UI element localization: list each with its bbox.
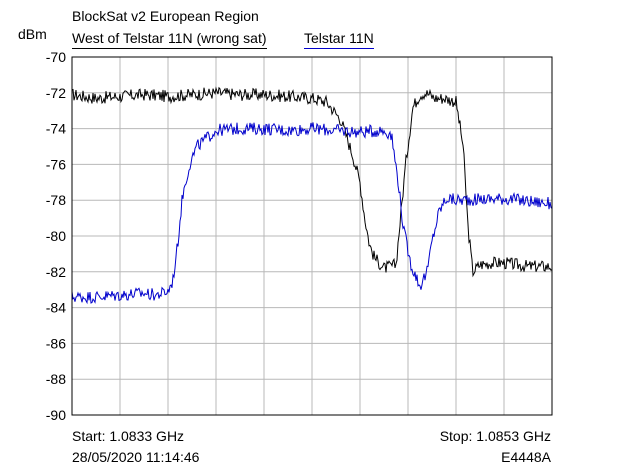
legend-swatch-west-of-telstar — [72, 48, 267, 49]
y-axis-unit-label: dBm — [18, 26, 47, 42]
stop-frequency: Stop: 1.0853 GHz — [439, 428, 551, 444]
chart-title: BlockSat v2 European Region — [72, 8, 259, 24]
series-line-telstar-11n — [71, 122, 553, 305]
y-tick-label: -82 — [46, 264, 66, 280]
plot-frame — [71, 56, 553, 416]
series-line-west-of-telstar — [71, 86, 553, 278]
grid-lines — [72, 57, 552, 415]
legend-label-west-of-telstar: West of Telstar 11N (wrong sat) — [72, 30, 267, 46]
y-tick-label: -70 — [46, 49, 66, 65]
y-tick-label: -72 — [46, 85, 66, 101]
y-tick-label: -76 — [46, 156, 66, 172]
y-tick-label: -80 — [46, 228, 66, 244]
y-tick-label: -74 — [46, 121, 66, 137]
legend-item-telstar-11n: Telstar 11N — [304, 30, 374, 49]
start-frequency: Start: 1.0833 GHz — [72, 428, 185, 444]
instrument-model: E4448A — [501, 449, 551, 465]
trace-lines — [71, 86, 553, 305]
y-tick-label: -78 — [46, 192, 66, 208]
legend-swatch-telstar-11n — [304, 48, 374, 49]
legend-label-telstar-11n: Telstar 11N — [304, 30, 374, 46]
legend-item-west-of-telstar: West of Telstar 11N (wrong sat) — [72, 30, 267, 49]
y-tick-label: -86 — [46, 335, 66, 351]
y-tick-labels: -70 -72 -74 -76 -78 -80 -82 -84 -86 -88 -90 — [46, 49, 66, 423]
timestamp: 28/05/2020 11:14:46 — [72, 449, 200, 465]
y-tick-label: -90 — [46, 407, 66, 423]
y-tick-label: -84 — [46, 300, 66, 316]
y-tick-label: -88 — [46, 371, 66, 387]
